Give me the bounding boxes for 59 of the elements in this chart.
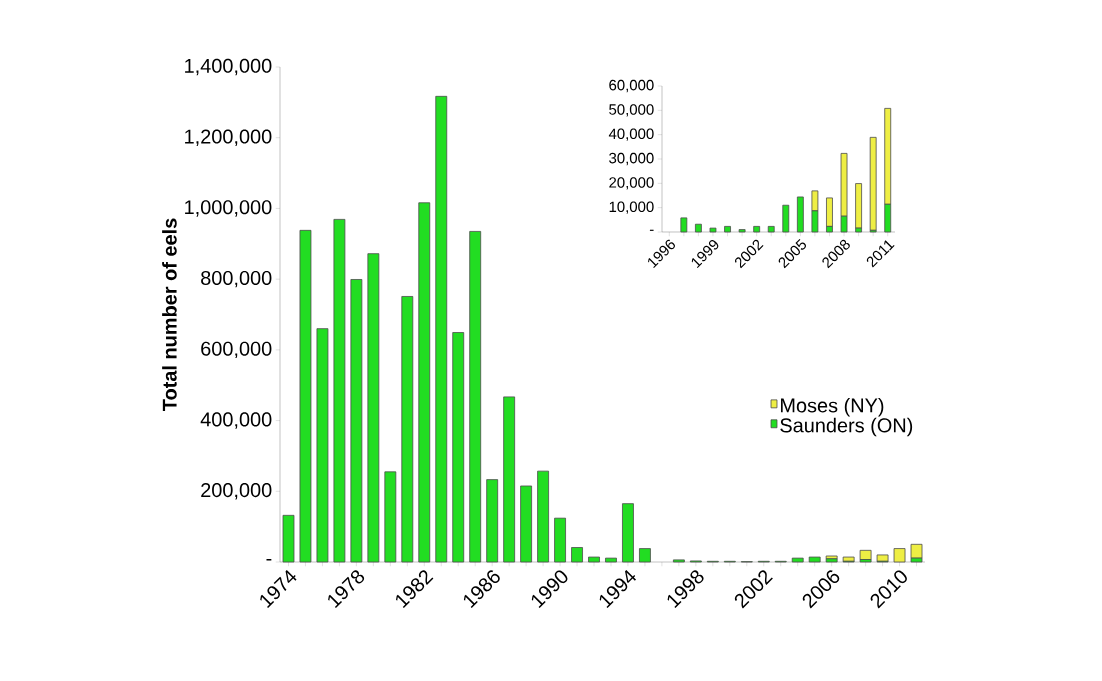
bar	[767, 226, 775, 233]
bar	[350, 279, 363, 563]
bar	[418, 202, 431, 563]
bar	[796, 196, 804, 233]
bar	[639, 548, 651, 563]
bar	[709, 227, 717, 233]
y-tick-label: 1,000,000	[185, 200, 272, 217]
bar	[695, 223, 702, 233]
bar	[842, 556, 855, 562]
bar	[855, 183, 862, 229]
legend-label: Saunders (ON)	[780, 417, 913, 437]
y-tick-label: 1,400,000	[185, 58, 272, 76]
bar	[893, 548, 906, 563]
y-tick-label: 20,000	[609, 177, 654, 190]
bar	[299, 229, 312, 563]
bar	[622, 503, 634, 563]
bar	[680, 217, 688, 233]
y-tick-label: -	[649, 229, 654, 231]
bar	[452, 332, 465, 563]
bar	[367, 253, 380, 563]
y-tick-label: 600,000	[201, 341, 272, 359]
legend-label: Moses (NY)	[781, 397, 884, 417]
bar	[859, 549, 872, 560]
bar	[672, 559, 685, 563]
bar	[384, 471, 397, 563]
y-tick-label: 60,000	[609, 79, 654, 93]
bar	[910, 543, 923, 559]
y-tick-label: 50,000	[609, 104, 654, 117]
bar	[588, 556, 600, 563]
bar	[571, 547, 583, 563]
bar	[869, 136, 877, 231]
y-tick-label: 1,200,000	[185, 129, 272, 146]
y-tick-label: 400,000	[200, 412, 272, 429]
bar	[282, 514, 295, 563]
bar	[537, 470, 549, 563]
bar	[316, 328, 329, 563]
bar	[724, 226, 731, 233]
y-tick-label: 30,000	[609, 152, 654, 166]
bar	[808, 556, 821, 563]
bar	[333, 218, 346, 563]
bar	[435, 95, 448, 563]
bar	[605, 557, 617, 563]
bar	[554, 517, 566, 563]
bar	[520, 485, 533, 563]
y-tick-label: 10,000	[609, 201, 654, 214]
y-tick-label: 200,000	[201, 483, 272, 500]
bar	[738, 229, 746, 233]
y-tick-label: 800,000	[201, 270, 272, 288]
y-axis-title: Total number of eels	[162, 218, 177, 411]
bar	[782, 204, 790, 233]
bar	[876, 554, 889, 562]
bar	[401, 296, 414, 563]
bar	[753, 226, 761, 233]
bar	[469, 231, 482, 563]
y-tick-label: -	[266, 558, 272, 561]
bar	[791, 557, 804, 563]
y-tick-label: 40,000	[608, 128, 654, 141]
bar	[503, 396, 516, 563]
bar	[486, 479, 499, 563]
